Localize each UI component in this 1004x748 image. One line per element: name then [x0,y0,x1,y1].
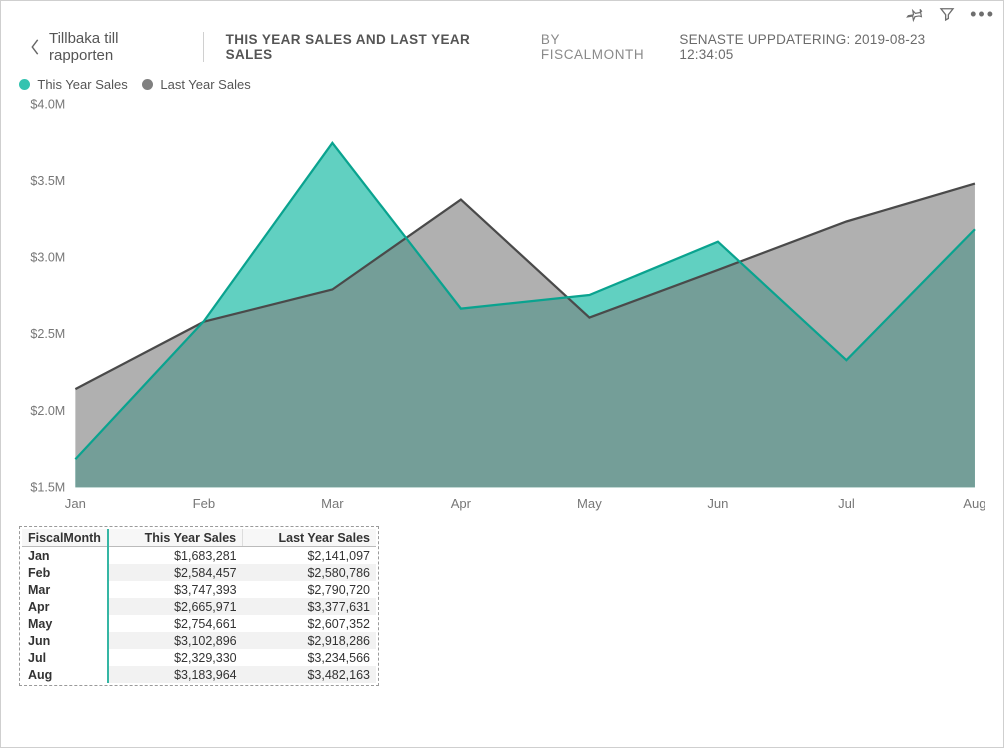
last-updated: SENASTE UPPDATERING: 2019-08-23 12:34:05 [679,32,983,62]
table-header: FiscalMonth [22,529,108,547]
table-row: May$2,754,661$2,607,352 [22,615,376,632]
cell-value: $3,482,163 [243,666,376,683]
legend-label-this-year: This Year Sales [37,77,127,92]
chart-area: $1.5M $2.0M $2.5M $3.0M $3.5M $4.0M Jan Feb Mar… [1,96,1003,516]
cell-month: Apr [22,598,108,615]
report-frame: ••• Tillbaka till rapporten THIS YEAR SA… [0,0,1004,748]
cell-value: $1,683,281 [108,547,243,565]
chart-legend: This Year Sales Last Year Sales [1,75,1003,96]
x-tick-label: Jul [838,496,855,511]
cell-month: May [22,615,108,632]
chevron-left-icon [29,38,41,56]
legend-label-last-year: Last Year Sales [160,77,250,92]
cell-value: $2,584,457 [108,564,243,581]
x-tick-label: Mar [321,496,344,511]
y-tick-label: $2.0M [30,404,65,418]
cell-value: $3,234,566 [243,649,376,666]
data-table: FiscalMonthThis Year SalesLast Year Sale… [22,529,376,683]
x-tick-label: Apr [451,496,472,511]
cell-month: Mar [22,581,108,598]
more-icon[interactable]: ••• [970,5,995,23]
cell-value: $3,747,393 [108,581,243,598]
table-row: Mar$3,747,393$2,790,720 [22,581,376,598]
y-tick-label: $1.5M [30,480,65,494]
cell-value: $2,665,971 [108,598,243,615]
cell-value: $3,183,964 [108,666,243,683]
back-button[interactable]: Tillbaka till rapporten [29,32,204,62]
cell-value: $2,754,661 [108,615,243,632]
table-row: Jun$3,102,896$2,918,286 [22,632,376,649]
table-row: Jan$1,683,281$2,141,097 [22,547,376,565]
cell-value: $2,580,786 [243,564,376,581]
report-title: THIS YEAR SALES AND LAST YEAR SALES [216,32,521,62]
legend-item-last-year[interactable]: Last Year Sales [142,77,251,92]
pin-icon[interactable] [906,5,924,23]
table-header: Last Year Sales [243,529,376,547]
y-tick-label: $3.5M [30,174,65,188]
legend-swatch-last-year [142,79,153,90]
data-table-section: FiscalMonthThis Year SalesLast Year Sale… [1,516,1003,700]
x-tick-label: May [577,496,602,511]
report-subtitle: BY FISCALMONTH [533,32,667,62]
cell-month: Aug [22,666,108,683]
data-table-frame: FiscalMonthThis Year SalesLast Year Sale… [19,526,379,686]
cell-value: $2,141,097 [243,547,376,565]
filter-icon[interactable] [938,5,956,23]
y-tick-label: $2.5M [30,327,65,341]
x-tick-label: Aug [963,496,985,511]
table-row: Apr$2,665,971$3,377,631 [22,598,376,615]
table-row: Jul$2,329,330$3,234,566 [22,649,376,666]
cell-value: $3,102,896 [108,632,243,649]
table-row: Feb$2,584,457$2,580,786 [22,564,376,581]
cell-month: Jun [22,632,108,649]
cell-month: Jul [22,649,108,666]
cell-month: Jan [22,547,108,565]
legend-swatch-this-year [19,79,30,90]
header-bar: Tillbaka till rapporten THIS YEAR SALES … [1,19,1003,75]
x-tick-label: Feb [193,496,216,511]
sales-area-chart: $1.5M $2.0M $2.5M $3.0M $3.5M $4.0M Jan Feb Mar… [19,96,985,516]
x-tick-label: Jan [65,496,86,511]
toolbar-icons: ••• [906,5,995,23]
table-row: Aug$3,183,964$3,482,163 [22,666,376,683]
area-last-year [75,184,975,488]
y-tick-label: $4.0M [30,97,65,111]
cell-month: Feb [22,564,108,581]
cell-value: $2,607,352 [243,615,376,632]
cell-value: $2,790,720 [243,581,376,598]
cell-value: $3,377,631 [243,598,376,615]
cell-value: $2,329,330 [108,649,243,666]
y-tick-label: $3.0M [30,250,65,264]
x-tick-label: Jun [707,496,728,511]
cell-value: $2,918,286 [243,632,376,649]
legend-item-this-year[interactable]: This Year Sales [19,77,128,92]
back-label: Tillbaka till rapporten [49,30,187,64]
table-header: This Year Sales [108,529,243,547]
